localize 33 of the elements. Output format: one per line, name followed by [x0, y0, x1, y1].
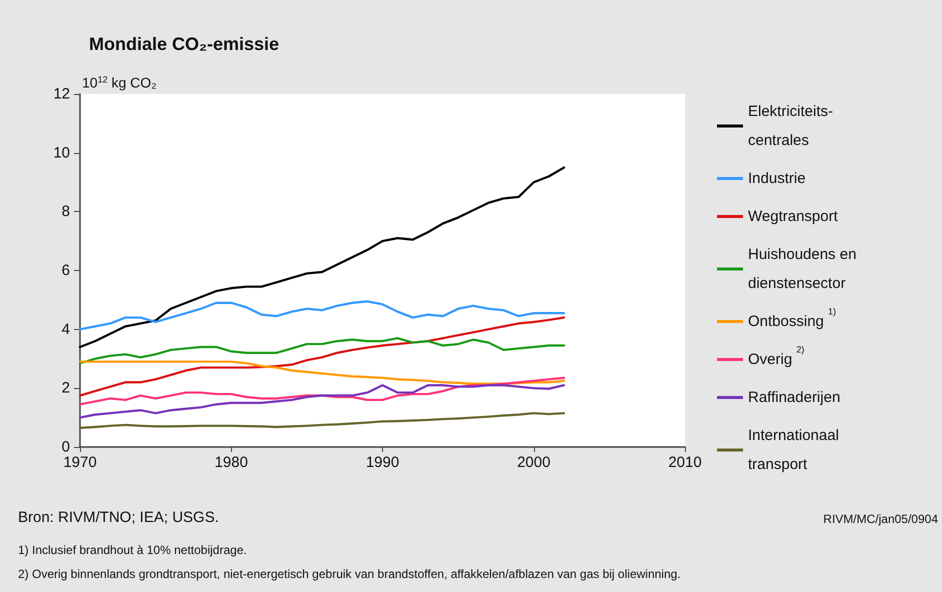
- text: Bron: RIVM/TNO; IEA; USGS.: [18, 509, 219, 526]
- text: RIVM/MC/jan05/0904: [823, 512, 938, 526]
- line-series: [78, 384, 566, 419]
- line-series: [78, 316, 566, 397]
- x-tick-label: 2000: [517, 454, 550, 471]
- x-tick-label: 1970: [63, 454, 97, 471]
- legend-label: Ontbossing 1): [748, 306, 836, 330]
- y-tick-label: 10: [53, 144, 70, 162]
- y-tick-label: 12: [53, 86, 70, 102]
- text: 1) Inclusief brandhout à 10% nettobijdrage.: [18, 543, 247, 557]
- legend-label: Industrie: [748, 170, 806, 187]
- y-tick-label: 0: [62, 438, 70, 456]
- x-tick-label: 2010: [668, 454, 702, 471]
- y-tick-label: 2: [62, 380, 70, 397]
- line-series: [78, 337, 566, 364]
- x-tick-label: 1980: [214, 454, 248, 471]
- text: 2) Overig binnenlands grondtransport, niet-energetisch gebruik van brandstoffen, affakkelen/afblazen van gas bij oliewinning.: [18, 567, 681, 581]
- y-tick-label: 6: [62, 262, 70, 279]
- chart-title: Mondiale CO₂-emissie: [89, 34, 280, 54]
- x-tick-label: 1990: [366, 454, 400, 471]
- line-series: [78, 360, 566, 385]
- legend-label: Wegtransport: [748, 208, 839, 225]
- legend-label: Huishoudens en dienstensector: [748, 246, 861, 292]
- line-series: [78, 300, 566, 330]
- legend-label: Elektriciteits-centrales: [748, 103, 834, 149]
- y-tick-label: 4: [62, 320, 70, 338]
- line-series: [78, 166, 566, 348]
- legend-label: Overig 2): [748, 344, 804, 368]
- legend-label: Internationaal transport: [748, 427, 844, 473]
- legend-label: Raffinaderijen: [748, 389, 840, 406]
- line-series: [78, 376, 566, 406]
- y-tick-label: 8: [62, 203, 70, 220]
- line-series: [78, 412, 566, 429]
